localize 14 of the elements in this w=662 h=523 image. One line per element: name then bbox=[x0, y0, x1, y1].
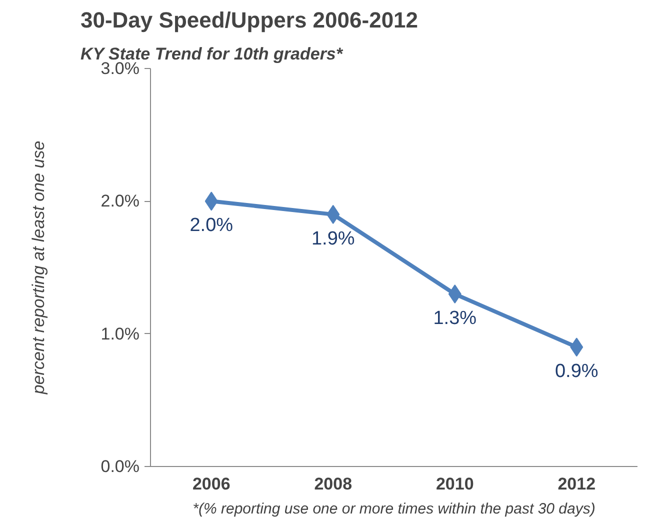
x-tick-label: 2008 bbox=[314, 474, 352, 494]
y-axis-title: percent reporting at least one use bbox=[28, 140, 48, 396]
y-tick-label: 1.0% bbox=[100, 324, 140, 344]
x-tick-label: 2006 bbox=[192, 474, 230, 494]
x-tick-label: 2010 bbox=[436, 474, 474, 494]
text: 1.9% bbox=[311, 228, 355, 250]
text: *(% reporting use one or more times within the past 30 days) bbox=[192, 500, 596, 518]
text: 2.0% bbox=[190, 215, 234, 236]
y-tick-label: 2.0% bbox=[100, 192, 140, 211]
text: 1.3% bbox=[433, 308, 477, 330]
x-tick-label: 2012 bbox=[558, 474, 596, 494]
chart-title: 30-Day Speed/Uppers 2006-2012 bbox=[80, 8, 418, 32]
text: 0.9% bbox=[554, 361, 598, 382]
y-tick-label: 0.0% bbox=[100, 457, 140, 476]
